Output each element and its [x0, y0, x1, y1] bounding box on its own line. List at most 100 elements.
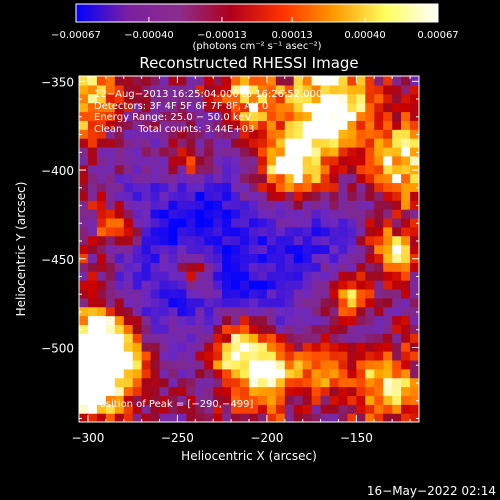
heatmap-cell	[177, 297, 187, 308]
heatmap-cell	[123, 386, 134, 396]
heatmap-cell	[87, 164, 98, 175]
heatmap-cell	[401, 76, 411, 86]
heatmap-cell	[392, 351, 402, 361]
heatmap-cell	[338, 413, 349, 422]
heatmap-cell	[168, 368, 179, 379]
heatmap-cell	[204, 280, 214, 290]
heatmap-cell	[159, 395, 170, 405]
heatmap-cell	[150, 173, 161, 184]
heatmap-cell	[392, 217, 402, 228]
heatmap-cell	[266, 368, 277, 379]
heatmap-cell	[96, 351, 107, 361]
heatmap-cell	[105, 120, 116, 130]
heatmap-cell	[266, 244, 277, 255]
heatmap-cell	[311, 386, 322, 396]
heatmap-cell	[338, 271, 349, 281]
heatmap-cell	[177, 377, 187, 388]
heatmap-cell	[177, 315, 187, 326]
heatmap-cell	[257, 155, 268, 166]
heatmap-cell	[87, 262, 98, 272]
heatmap-cell	[96, 359, 107, 370]
heatmap-cell	[347, 200, 357, 210]
heatmap-cell	[150, 395, 161, 405]
heatmap-cell	[284, 342, 295, 352]
heatmap-cell	[338, 155, 349, 166]
heatmap-cell	[275, 262, 286, 272]
heatmap-cell	[240, 155, 250, 166]
heatmap-cell	[87, 351, 98, 361]
heatmap-cell	[401, 297, 411, 308]
heatmap-cell	[204, 93, 214, 104]
heatmap-cell	[159, 351, 170, 361]
heatmap-cell	[159, 129, 170, 139]
heatmap-cell	[123, 111, 134, 121]
heatmap-cell	[150, 253, 161, 263]
heatmap-cell	[383, 297, 393, 308]
heatmap-cell	[114, 324, 125, 334]
heatmap-cell	[240, 217, 250, 228]
heatmap-cell	[293, 111, 304, 121]
heatmap-cell	[177, 271, 187, 281]
heatmap-cell	[284, 288, 295, 299]
heatmap-cell	[231, 271, 241, 281]
heatmap-cell	[204, 342, 214, 352]
heatmap-cell	[266, 395, 277, 405]
heatmap-cell	[257, 280, 268, 290]
heatmap-cell	[383, 386, 393, 396]
heatmap-cell	[222, 235, 232, 246]
heatmap-cell	[141, 209, 152, 219]
heatmap-cell	[204, 368, 214, 379]
heatmap-cell	[123, 164, 134, 175]
heatmap-cell	[114, 315, 125, 326]
heatmap-cell	[222, 288, 232, 299]
heatmap-cell	[240, 297, 250, 308]
heatmap-cell	[240, 253, 250, 263]
colorbar-unit-label: (photons cm⁻² s⁻¹ asec⁻²)	[192, 41, 321, 52]
heatmap-cell	[114, 253, 125, 263]
heatmap-cell	[123, 271, 134, 281]
heatmap-cell	[213, 315, 223, 326]
heatmap-cell	[311, 226, 322, 237]
heatmap-cell	[410, 413, 419, 422]
heatmap-cell	[249, 209, 259, 219]
heatmap-cell	[204, 102, 214, 113]
heatmap-cell	[141, 377, 152, 388]
heatmap-cell	[284, 217, 295, 228]
heatmap-cell	[159, 138, 170, 148]
heatmap-cell	[186, 324, 196, 334]
heatmap-cell	[114, 200, 125, 210]
heatmap-cell	[284, 146, 295, 157]
heatmap-cell	[320, 413, 331, 422]
heatmap-cell	[320, 315, 331, 326]
heatmap-cell	[249, 351, 259, 361]
heatmap-cell	[79, 217, 89, 228]
heatmap-cell	[159, 235, 170, 246]
heatmap-cell	[177, 306, 187, 317]
heatmap-cell	[105, 102, 116, 113]
heatmap-cell	[96, 342, 107, 352]
heatmap-cell	[87, 102, 98, 113]
heatmap-cell	[302, 359, 313, 370]
heatmap-cell	[168, 164, 179, 175]
heatmap-cell	[329, 280, 340, 290]
heatmap-cell	[257, 138, 268, 148]
heatmap-cell	[284, 262, 295, 272]
heatmap-cell	[132, 120, 143, 130]
heatmap-cell	[114, 84, 125, 95]
heatmap-cell	[105, 297, 116, 308]
heatmap-cell	[374, 368, 384, 379]
heatmap-cell	[275, 217, 286, 228]
heatmap-cell	[383, 146, 393, 157]
heatmap-cell	[123, 262, 134, 272]
heatmap-cell	[87, 146, 98, 157]
heatmap-cell	[329, 120, 340, 130]
heatmap-cell	[186, 217, 196, 228]
heatmap-cell	[105, 235, 116, 246]
heatmap-cell	[79, 271, 89, 281]
heatmap-cell	[186, 395, 196, 405]
heatmap-cell	[123, 120, 134, 130]
heatmap-cell	[177, 324, 187, 334]
heatmap-cell	[329, 146, 340, 157]
heatmap-cell	[249, 191, 259, 201]
heatmap-cell	[284, 404, 295, 414]
